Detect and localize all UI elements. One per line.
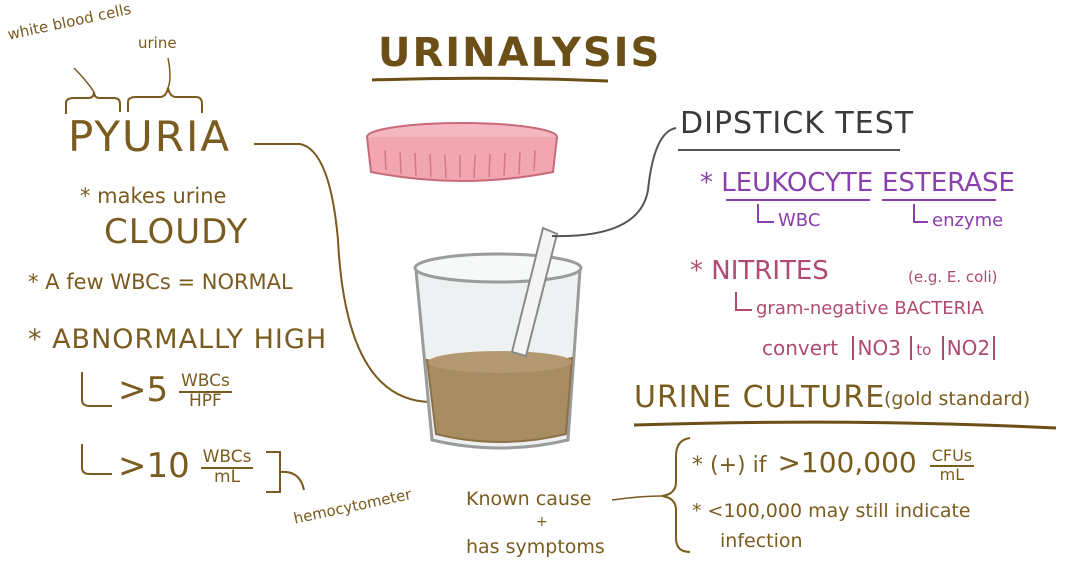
less-than-line2: infection	[720, 530, 803, 552]
enzyme-note: enzyme	[932, 210, 1004, 231]
leukocyte-text: * LEUKOCYTE	[700, 168, 874, 198]
cfu-denominator: mL	[939, 465, 965, 484]
brace-urine	[127, 87, 203, 113]
has-symptoms-text: has symptoms	[466, 536, 605, 558]
culture-underline	[633, 420, 1057, 430]
positive-if-line: * (+) if >100,000 CFUs mL	[692, 446, 975, 484]
brace-white-blood-cells	[65, 91, 121, 114]
makes-urine-text: * makes urine	[80, 184, 227, 208]
gram-negative-bracket	[735, 292, 752, 311]
positive-value: >100,000	[777, 446, 917, 479]
threshold-10-fraction: WBCs mL	[200, 446, 254, 487]
known-cause-plus: +	[536, 514, 548, 530]
threshold-10-denominator: mL	[214, 466, 241, 487]
dipstick-heading: DIPSTICK TEST	[680, 106, 915, 141]
threshold-5: >5 WBCs HPF	[118, 370, 232, 410]
convert-text: convert	[762, 336, 839, 360]
gold-standard-note: (gold standard)	[884, 388, 1031, 410]
enzyme-bracket	[913, 204, 928, 223]
dipstick-leader	[551, 127, 677, 238]
cloudy-text: CLOUDY	[104, 212, 249, 252]
wbc-note: WBC	[778, 210, 821, 231]
culture-heading: URINE CULTURE	[634, 380, 886, 415]
known-cause-leader	[611, 495, 663, 501]
less-than-line1: * <100,000 may still indicate	[692, 500, 971, 522]
ecoli-note: (e.g. E. coli)	[908, 268, 998, 286]
positive-if-text: * (+) if	[692, 453, 767, 478]
pyuria-heading: PYURIA	[68, 112, 232, 161]
no2-box: NO2	[941, 336, 996, 360]
title-underline	[371, 76, 609, 83]
no2-text: NO2	[946, 336, 991, 360]
no3-text: NO3	[857, 336, 901, 360]
cfu-numerator: CFUs	[929, 446, 975, 467]
container-lid	[366, 122, 558, 182]
threshold-5-numerator: WBCs	[178, 370, 232, 393]
leader-white-blood-cells	[73, 67, 95, 93]
page-title: URINALYSIS	[378, 30, 662, 76]
pyuria-connector	[254, 143, 431, 403]
threshold-5-denominator: HPF	[188, 390, 222, 411]
gram-negative-text: gram-negative BACTERIA	[756, 298, 984, 319]
culture-brace	[661, 437, 691, 553]
known-cause-text: Known cause	[466, 488, 592, 510]
urine-cup	[413, 252, 583, 450]
threshold-10-numerator: WBCs	[200, 446, 254, 469]
threshold-5-value: >5	[118, 370, 169, 410]
bracket-hemocytometer	[266, 451, 305, 493]
cfu-fraction: CFUs mL	[929, 446, 975, 484]
no3-box: NO3	[852, 336, 913, 360]
threshold-5-fraction: WBCs HPF	[178, 370, 232, 411]
abnormally-high-text: * ABNORMALLY HIGH	[28, 324, 328, 355]
dipstick	[510, 226, 559, 358]
threshold-10: >10 WBCs mL	[118, 446, 254, 487]
esterase-text: ESTERASE	[882, 168, 1015, 198]
nitrites-text: * NITRITES	[690, 256, 829, 286]
bracket-5	[81, 372, 112, 407]
few-wbcs-text: * A few WBCs = NORMAL	[28, 270, 293, 294]
leader-urine	[167, 57, 171, 89]
bracket-10	[81, 444, 112, 475]
convert-line: convert NO3 to NO2	[762, 336, 996, 360]
to-text: to	[916, 341, 932, 359]
label-urine: urine	[138, 34, 177, 52]
threshold-10-value: >10	[118, 446, 190, 486]
wbc-bracket	[757, 204, 774, 223]
